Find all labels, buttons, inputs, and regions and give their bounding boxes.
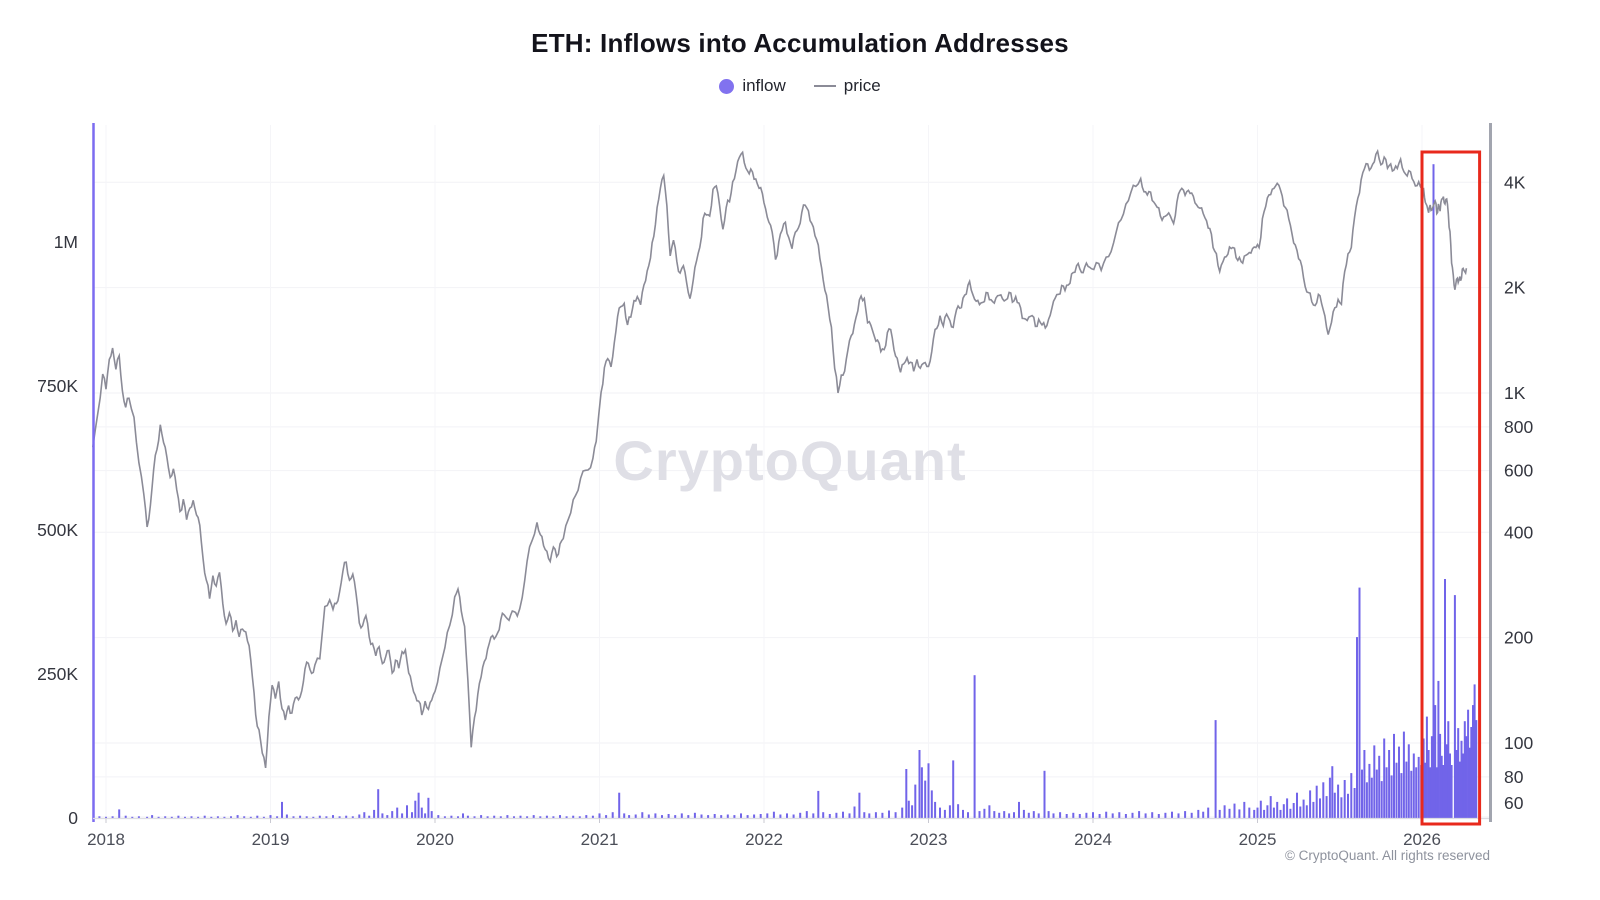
svg-text:250K: 250K bbox=[37, 664, 78, 684]
inflow-dot-icon bbox=[719, 78, 735, 94]
svg-text:800: 800 bbox=[1504, 417, 1533, 437]
svg-text:2021: 2021 bbox=[581, 830, 619, 849]
svg-text:2020: 2020 bbox=[416, 830, 454, 849]
svg-text:0: 0 bbox=[68, 808, 78, 828]
svg-text:2023: 2023 bbox=[910, 830, 948, 849]
svg-text:4K: 4K bbox=[1504, 172, 1526, 192]
svg-text:2K: 2K bbox=[1504, 278, 1526, 298]
svg-text:2026: 2026 bbox=[1403, 830, 1441, 849]
price-line-icon bbox=[813, 85, 836, 87]
svg-text:500K: 500K bbox=[37, 520, 78, 540]
svg-text:2018: 2018 bbox=[87, 830, 125, 849]
svg-text:400: 400 bbox=[1504, 522, 1533, 542]
svg-text:750K: 750K bbox=[37, 376, 78, 396]
svg-text:1M: 1M bbox=[54, 232, 78, 252]
svg-text:1K: 1K bbox=[1504, 383, 1526, 403]
legend-price-label: price bbox=[843, 76, 881, 95]
svg-text:60: 60 bbox=[1504, 793, 1524, 813]
svg-text:200: 200 bbox=[1504, 628, 1533, 648]
svg-text:100: 100 bbox=[1504, 733, 1533, 753]
svg-text:2019: 2019 bbox=[252, 830, 290, 849]
legend-item-inflow[interactable]: inflow bbox=[719, 76, 786, 96]
legend-item-price[interactable]: price bbox=[813, 76, 881, 96]
copyright-text: © CryptoQuant. All rights reserved bbox=[1284, 848, 1490, 863]
svg-text:80: 80 bbox=[1504, 767, 1524, 787]
x-axis-labels: 2018 2019 2020 2021 2022 2023 2024 2025 2026 bbox=[87, 818, 1441, 849]
svg-text:2025: 2025 bbox=[1239, 830, 1277, 849]
inflow-bars-series bbox=[98, 164, 1478, 818]
svg-text:2024: 2024 bbox=[1074, 830, 1112, 849]
watermark: CryptoQuant bbox=[613, 429, 966, 492]
svg-text:600: 600 bbox=[1504, 461, 1533, 481]
price-line-series bbox=[92, 148, 1468, 769]
left-axis-labels: 0 250K 500K 750K 1M bbox=[37, 232, 78, 828]
svg-text:2022: 2022 bbox=[745, 830, 783, 849]
page-title: ETH: Inflows into Accumulation Addresses bbox=[531, 28, 1069, 58]
right-axis-labels: 4K 2K 1K 800 600 400 200 100 80 60 bbox=[1504, 172, 1533, 813]
chart-legend: inflow price bbox=[0, 76, 1600, 96]
highlight-box bbox=[1420, 150, 1482, 826]
legend-inflow-label: inflow bbox=[742, 76, 786, 95]
